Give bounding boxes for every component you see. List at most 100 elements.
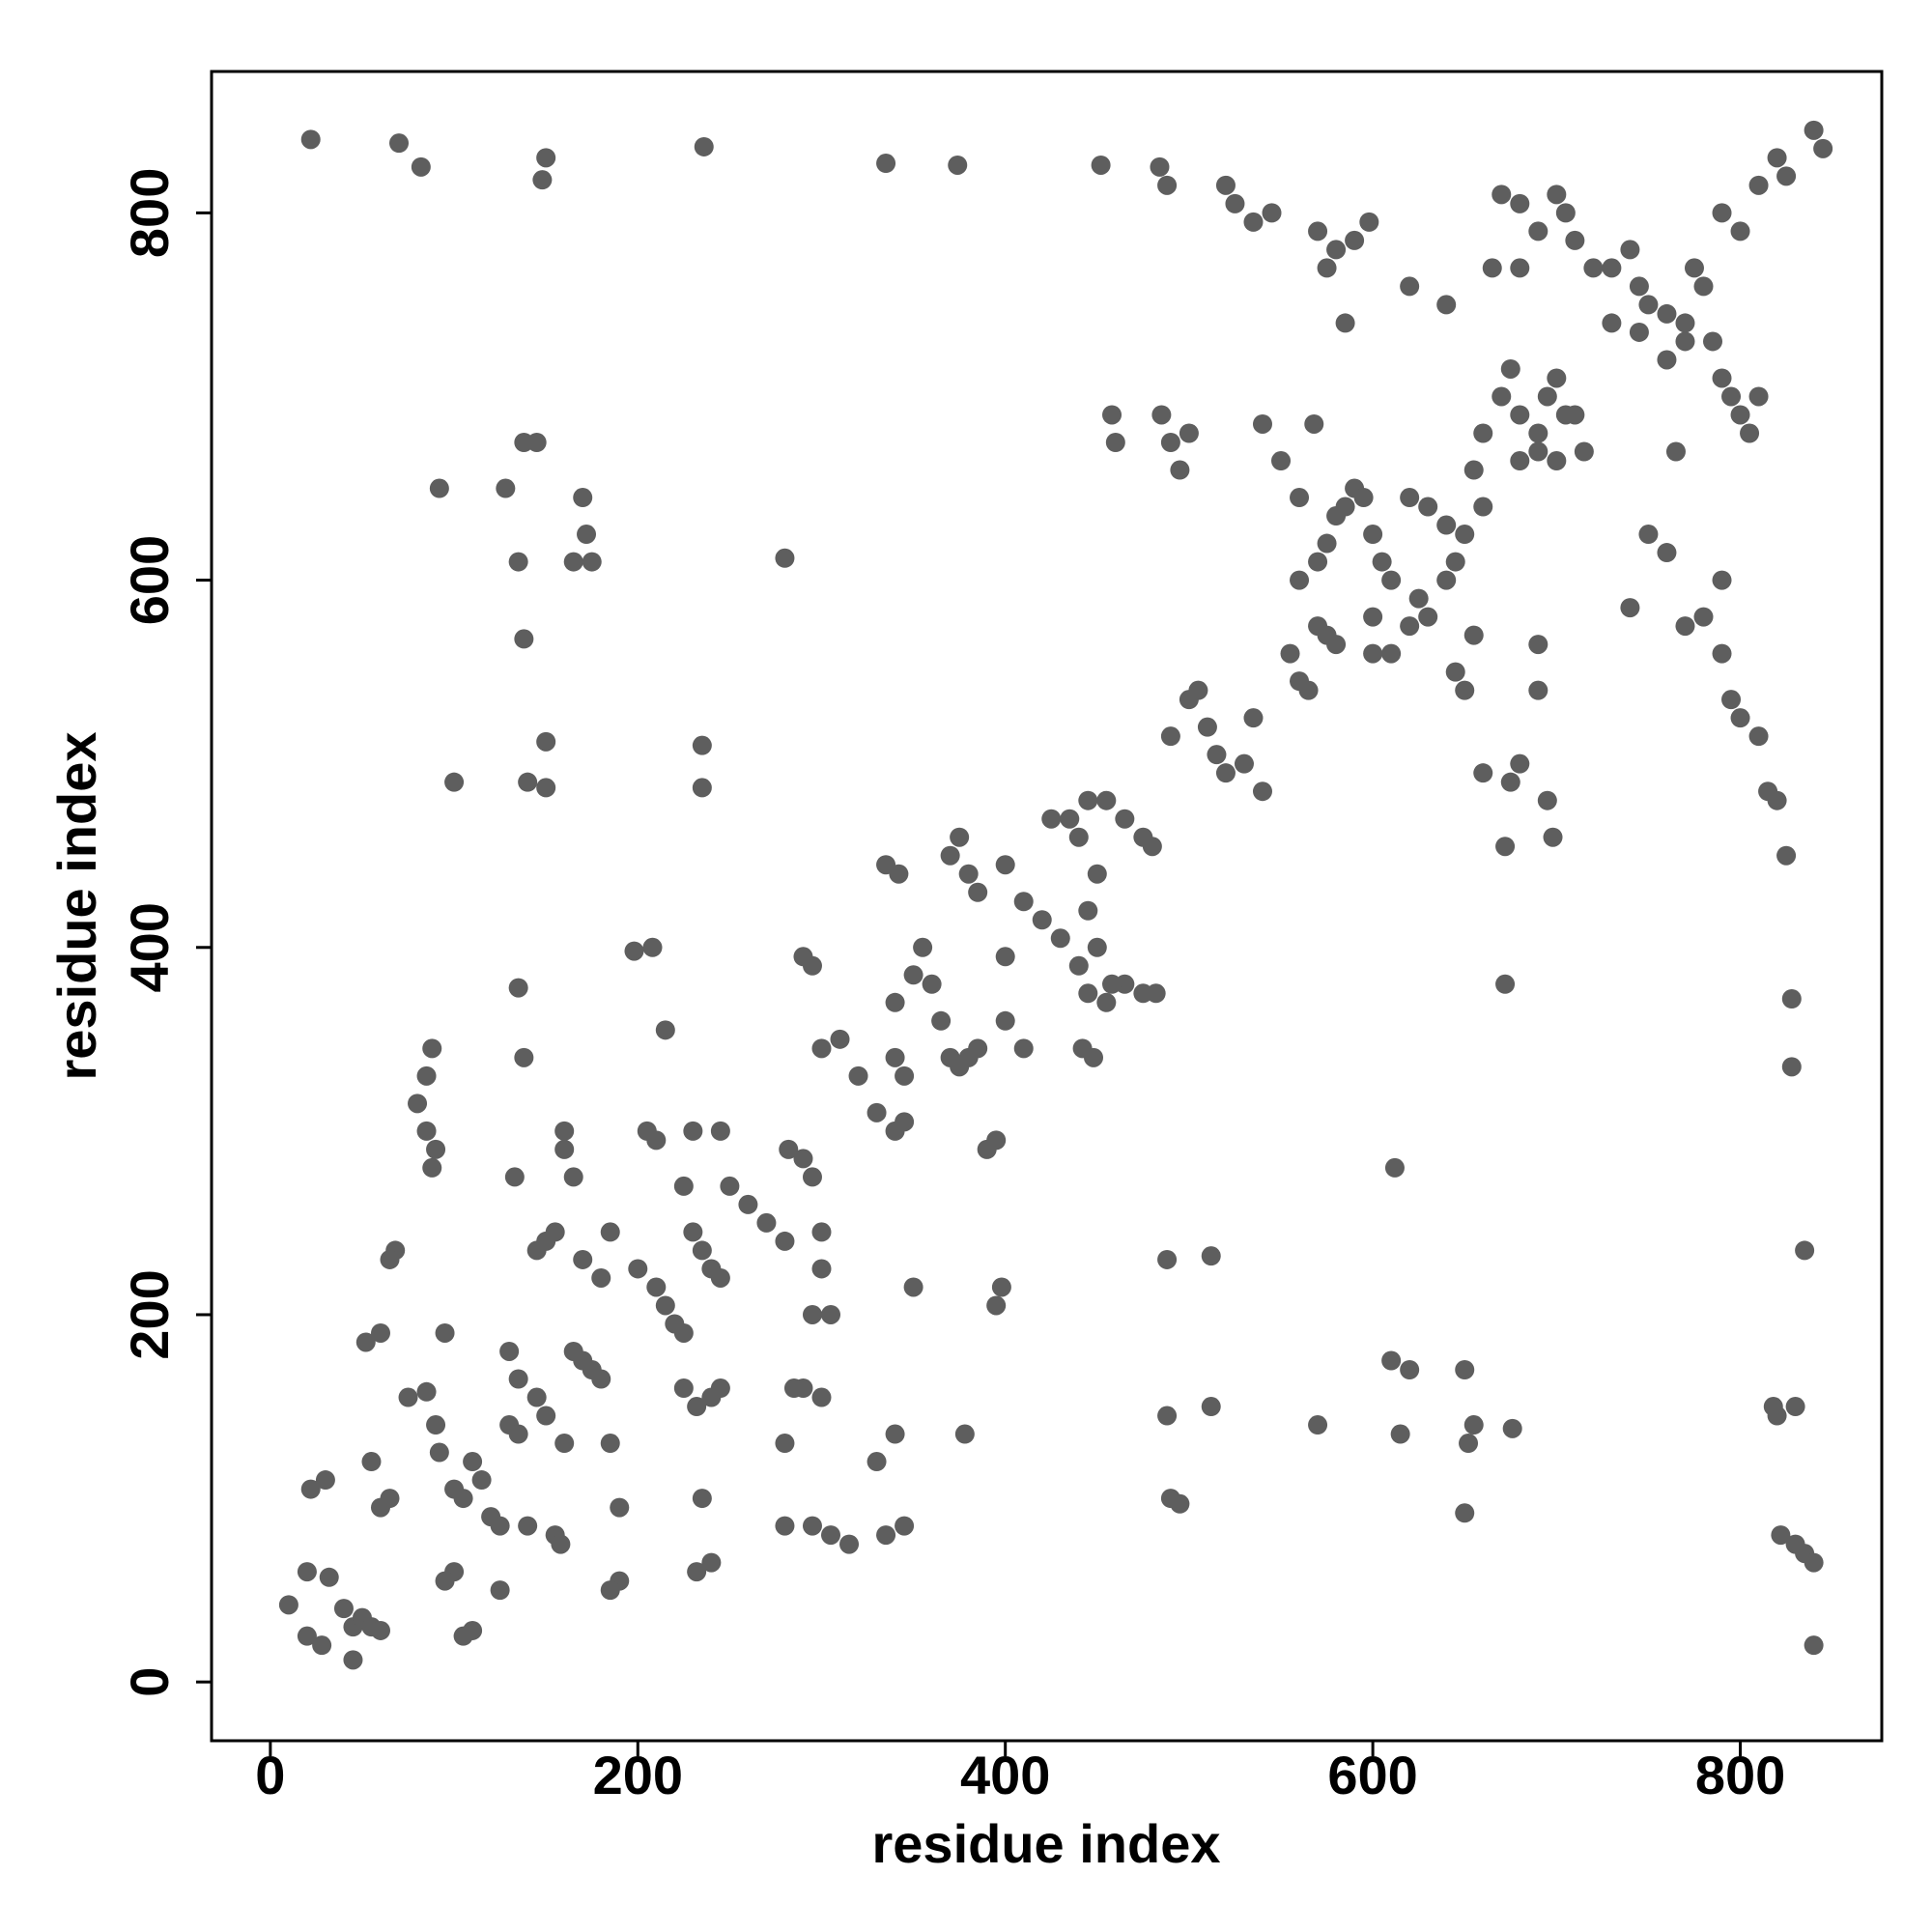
point [1050, 928, 1070, 949]
point [802, 955, 822, 976]
point [536, 1406, 556, 1426]
point [508, 1424, 528, 1444]
point [1201, 1246, 1221, 1266]
point [591, 1267, 611, 1288]
point [278, 1595, 298, 1615]
point [1091, 155, 1111, 175]
point [1804, 120, 1824, 140]
point [1547, 368, 1567, 388]
point [1804, 1552, 1824, 1573]
point [1473, 763, 1493, 783]
point [940, 845, 960, 866]
x-tick-label: 200 [593, 1745, 683, 1805]
point [389, 133, 410, 154]
point [422, 1038, 442, 1059]
point [1390, 1424, 1410, 1444]
point [1078, 900, 1098, 921]
point [1547, 185, 1567, 205]
point [1482, 258, 1502, 278]
point [1502, 1418, 1522, 1438]
point [1455, 680, 1475, 700]
point [1629, 276, 1649, 297]
point [319, 1567, 339, 1587]
point [1510, 193, 1530, 213]
y-tick-label: 800 [119, 168, 180, 258]
point [1445, 552, 1465, 572]
point [554, 1121, 575, 1141]
point [1271, 451, 1292, 471]
point [1463, 625, 1484, 645]
point [1528, 221, 1548, 242]
point [1463, 460, 1484, 480]
point [1160, 726, 1180, 747]
point [1304, 413, 1324, 434]
point [453, 1489, 473, 1509]
point [1776, 845, 1797, 866]
point [1693, 607, 1714, 627]
point [1157, 175, 1178, 195]
point [1170, 1493, 1190, 1514]
point [1804, 1635, 1824, 1656]
point [312, 1635, 332, 1656]
point [536, 148, 556, 168]
point [1712, 570, 1732, 590]
point [1400, 276, 1420, 297]
point [1537, 790, 1557, 810]
point [1781, 1057, 1802, 1077]
point [1781, 989, 1802, 1009]
point [1308, 1415, 1328, 1435]
point [995, 947, 1015, 967]
point [370, 1322, 390, 1343]
point [646, 1130, 667, 1151]
point [1243, 708, 1264, 728]
point [673, 1322, 694, 1343]
point [1087, 864, 1107, 884]
point [1335, 497, 1355, 517]
point [867, 1452, 887, 1472]
point [1547, 451, 1567, 471]
point [1384, 1157, 1405, 1178]
point [948, 155, 968, 175]
point [1032, 910, 1052, 930]
point [514, 629, 534, 649]
point [830, 1029, 850, 1049]
point [1326, 635, 1347, 655]
point [1408, 588, 1429, 609]
point [876, 154, 896, 174]
point [968, 882, 988, 902]
point [1179, 423, 1199, 443]
point [1372, 552, 1392, 572]
point [922, 974, 942, 994]
point [694, 136, 714, 156]
point [1041, 809, 1062, 829]
point [1703, 331, 1723, 352]
point [1102, 974, 1122, 994]
point [889, 864, 909, 884]
point [1160, 433, 1180, 452]
point [950, 827, 970, 847]
point [1620, 240, 1640, 260]
point [1298, 680, 1319, 700]
point [913, 937, 933, 957]
point [1657, 543, 1677, 563]
point [1510, 753, 1530, 774]
point [1252, 413, 1272, 434]
point [811, 1387, 832, 1407]
point [1495, 837, 1516, 857]
point [411, 156, 431, 177]
point [1638, 295, 1659, 315]
point [429, 1442, 449, 1463]
point [1400, 488, 1420, 508]
point [1262, 203, 1282, 223]
point [300, 1479, 321, 1499]
point [1105, 433, 1125, 452]
point [508, 552, 528, 572]
point [642, 937, 663, 957]
point [1657, 303, 1677, 324]
point [408, 1094, 428, 1114]
point [1201, 1397, 1221, 1417]
point [1215, 175, 1236, 195]
point [1150, 156, 1170, 177]
point [1785, 1397, 1805, 1417]
point [573, 488, 593, 508]
